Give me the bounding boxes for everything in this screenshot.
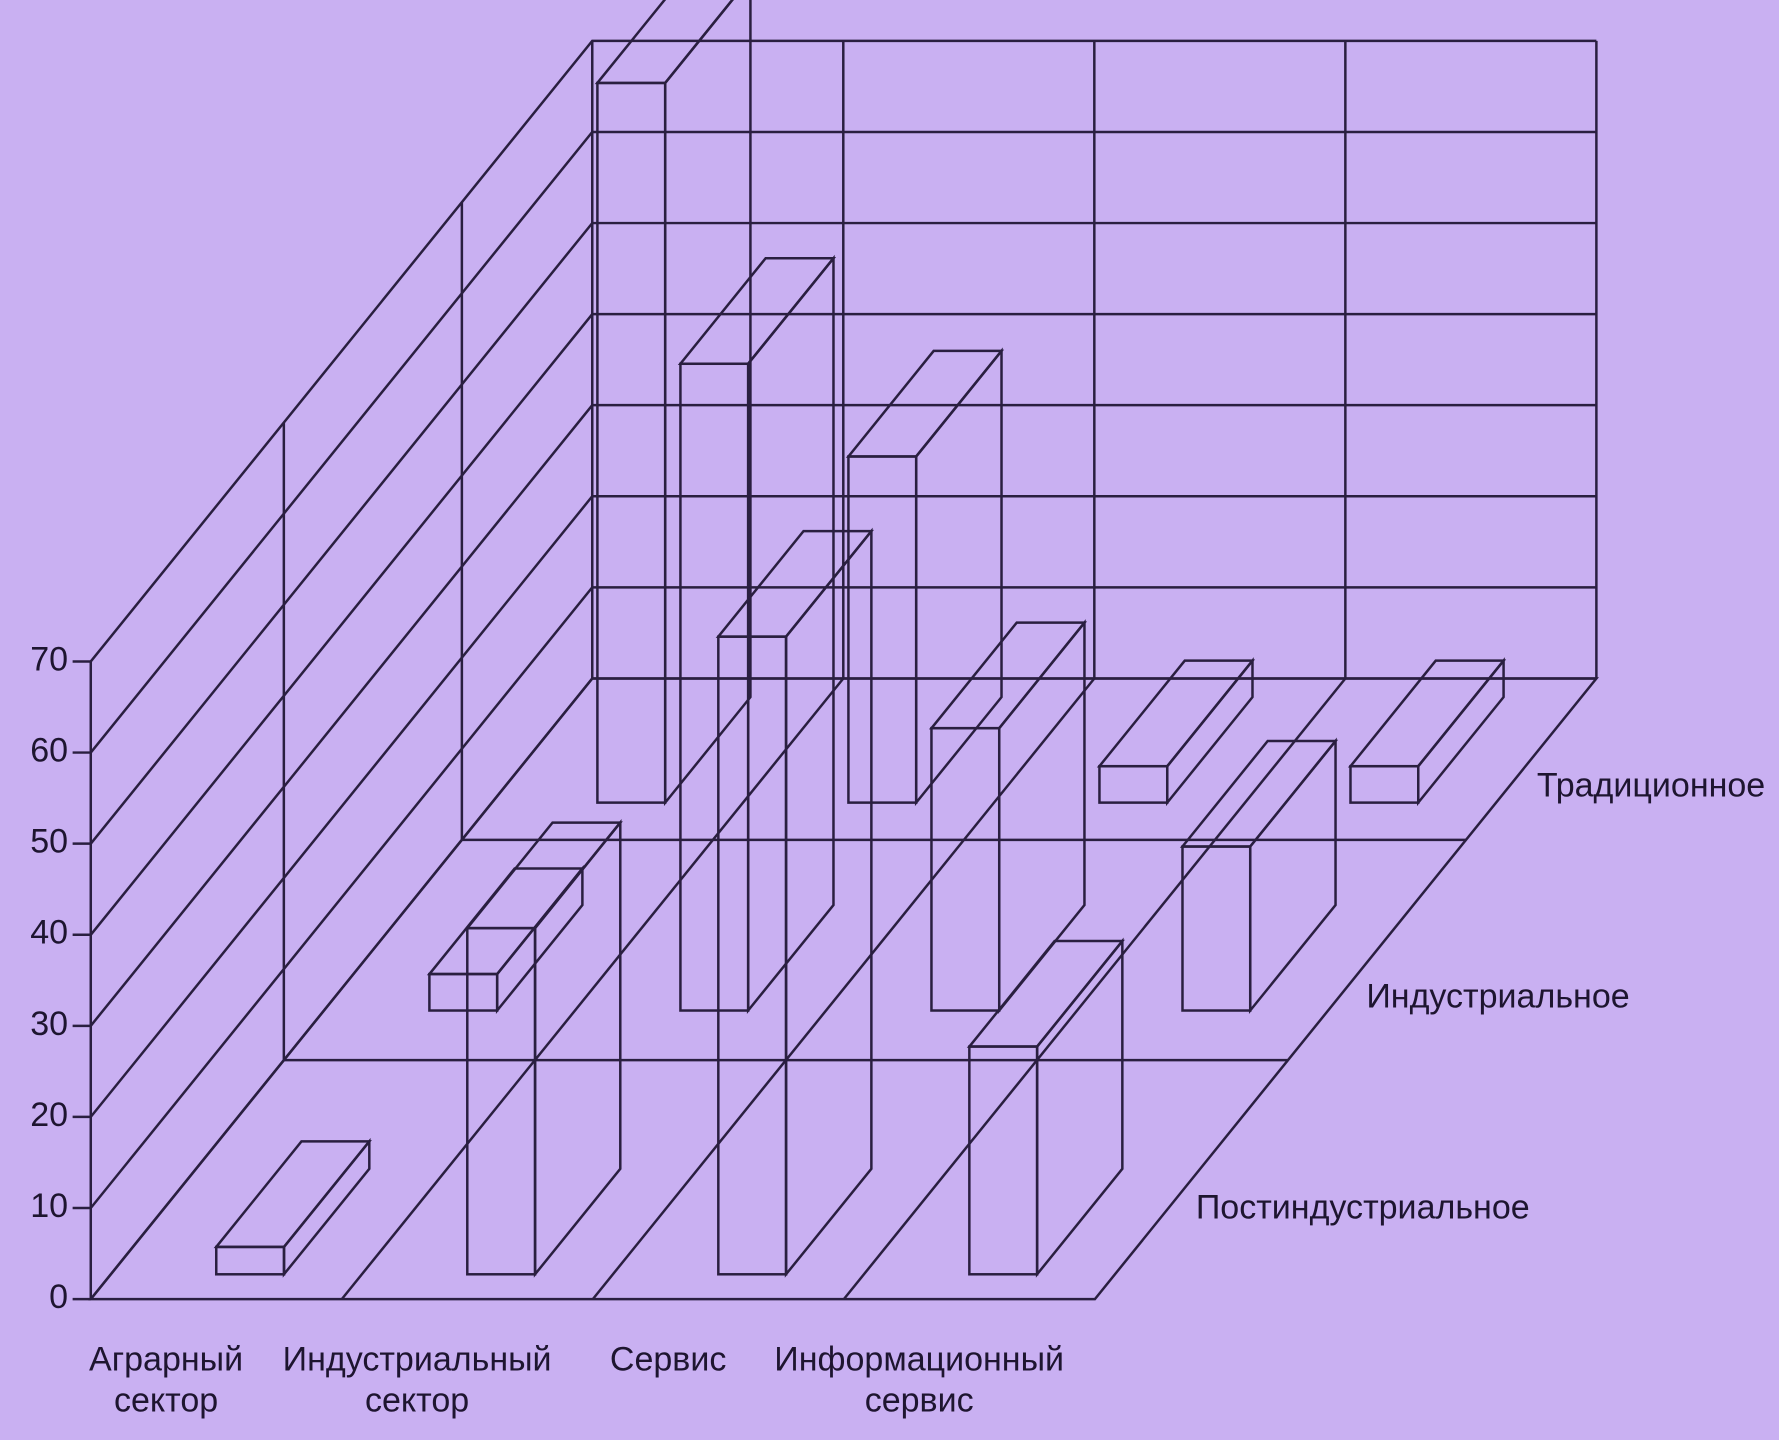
bar-front: [679, 362, 750, 1012]
bar: [1179, 737, 1339, 1015]
grid-line: [89, 586, 1597, 1209]
bar-front: [466, 926, 537, 1276]
grid-line: [89, 403, 1597, 1027]
grid-line: [89, 221, 1597, 845]
bar-front: [968, 1045, 1039, 1276]
bar: [464, 819, 623, 1278]
legend-label: Постиндустриальное: [1196, 1189, 1530, 1227]
bar-front: [1349, 764, 1420, 804]
bar-front: [930, 726, 1001, 1012]
bar: [845, 347, 1005, 807]
bar-front: [428, 972, 499, 1012]
bar: [677, 254, 837, 1015]
legend-label: Индустриальное: [1366, 978, 1629, 1016]
x-tick-label: Информационный сервис: [774, 1341, 1064, 1420]
bar: [1347, 657, 1507, 807]
bar-front: [1098, 764, 1169, 804]
y-tick-label: 60: [30, 732, 68, 770]
floor-divider: [340, 677, 845, 1300]
floor-divider: [842, 677, 1347, 1300]
floor-divider: [591, 677, 1096, 1300]
bar-front: [847, 455, 918, 804]
legend-label: Традиционное: [1537, 767, 1765, 805]
bar-front: [596, 81, 667, 804]
plot-area: 0 10 20 30 40 50 60 70 Аграрный сектор Индустриаль…: [30, 0, 1765, 1419]
bar: [594, 0, 752, 807]
bar-front: [717, 635, 788, 1276]
grid-line: [89, 677, 1597, 1300]
y-tick-label: 30: [30, 1005, 68, 1043]
y-tick-label: 20: [30, 1096, 68, 1134]
x-tick-label: Сервис: [610, 1341, 726, 1379]
y-tick-label: 0: [49, 1278, 68, 1316]
y-tick-label: 50: [30, 823, 68, 861]
grid-line: [89, 312, 1597, 936]
x-tick-label: Индустриальный сектор: [283, 1341, 552, 1420]
y-tick-label: 10: [30, 1187, 68, 1225]
bar: [213, 1137, 372, 1278]
grid-line: [89, 130, 1597, 754]
y-tick-label: 70: [30, 640, 68, 678]
bar: [1096, 657, 1256, 807]
bar-front: [1181, 845, 1252, 1012]
bar: [715, 527, 874, 1278]
bar: [966, 937, 1125, 1278]
bar-front: [215, 1245, 286, 1276]
y-tick-label: 40: [30, 914, 68, 952]
x-tick-label: Аграрный сектор: [89, 1341, 243, 1420]
grid-line: [89, 495, 1597, 1118]
grid-line: [89, 39, 1597, 663]
